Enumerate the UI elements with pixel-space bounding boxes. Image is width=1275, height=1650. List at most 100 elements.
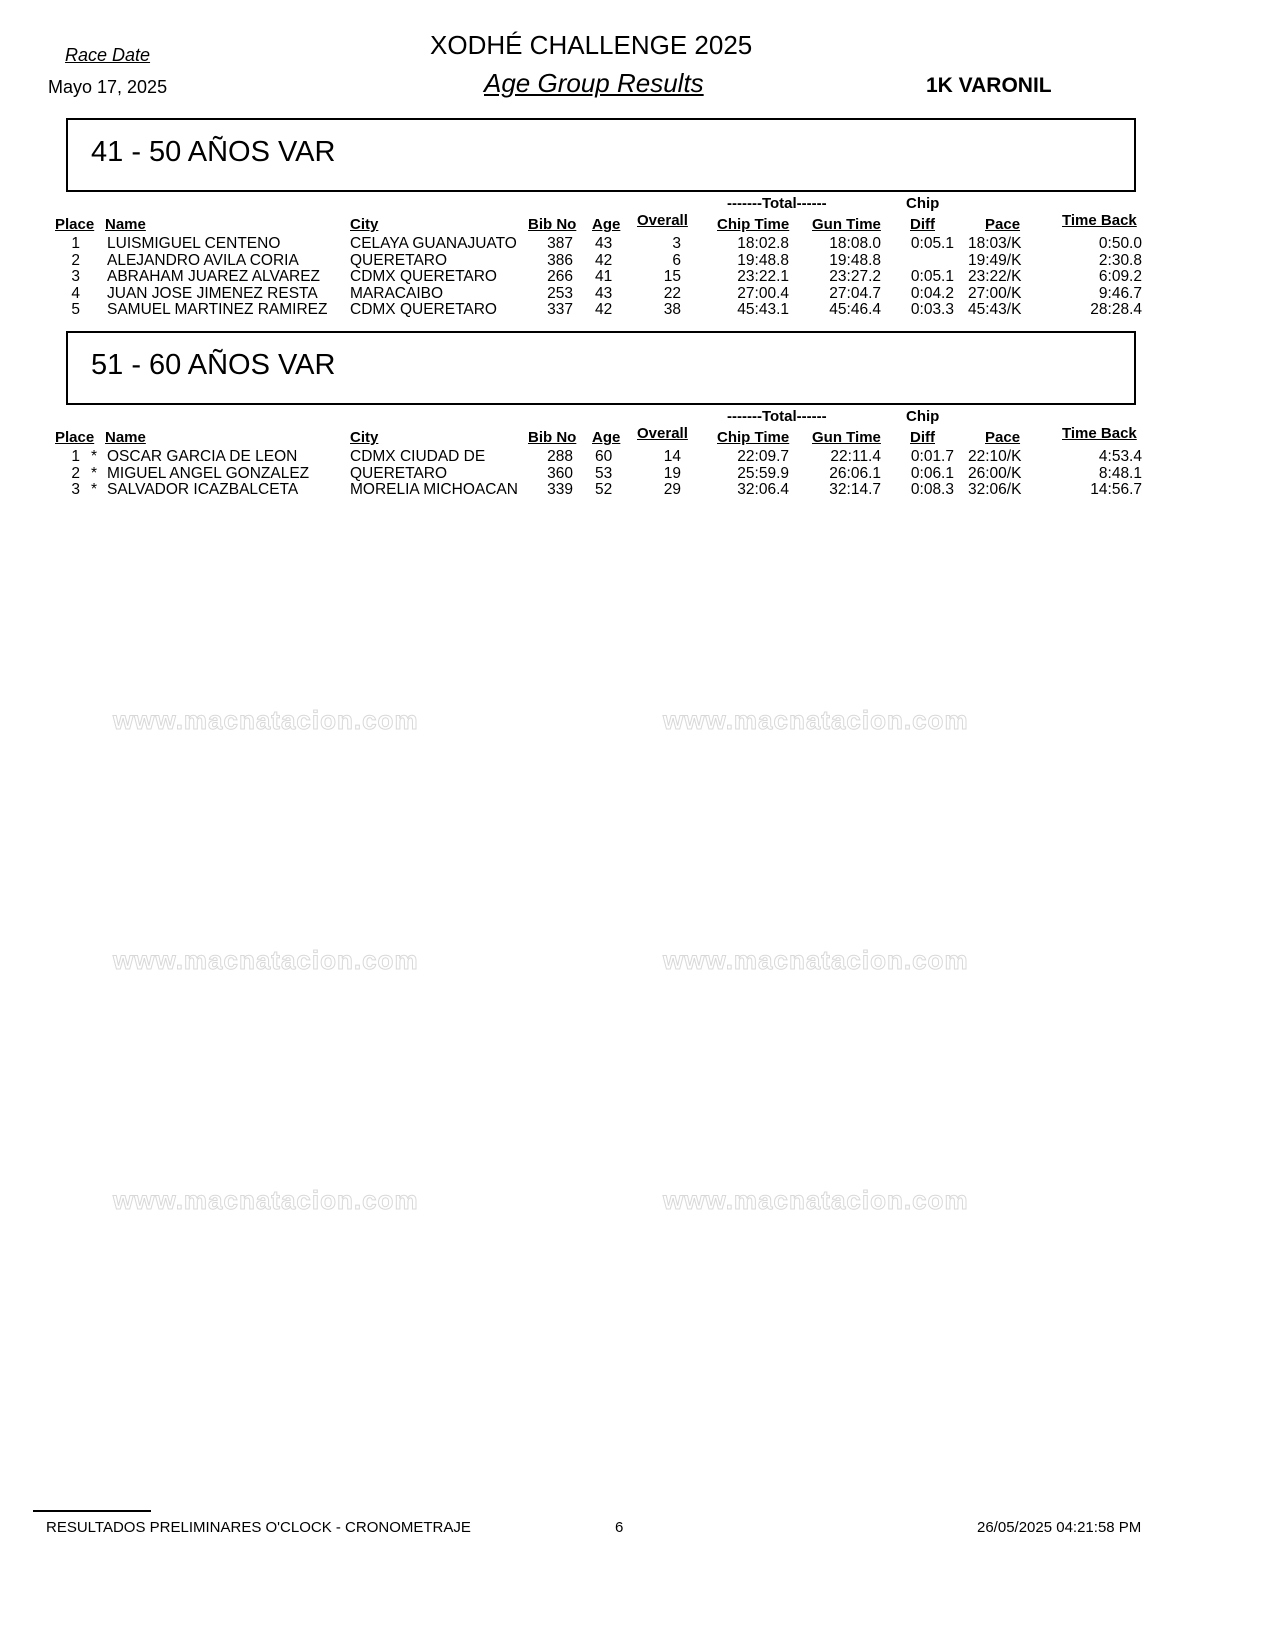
cell-chip-time: 22:09.7 — [737, 448, 789, 465]
column-header-bib: Bib No — [528, 216, 577, 233]
cell-chip-time: 19:48.8 — [737, 251, 789, 269]
column-header-place: Place — [55, 429, 95, 446]
cell-city: CELAYA GUANAJUATO — [350, 235, 517, 252]
cell-time-back: 9:46.7 — [1098, 284, 1142, 302]
cell-place: 4 — [71, 284, 80, 302]
cell-chip-time: 27:00.4 — [737, 284, 789, 302]
watermark: www.macnatacion.com — [113, 1185, 419, 1216]
cell-city: MORELIA MICHOACAN — [350, 481, 518, 498]
column-header-city: City — [350, 216, 379, 233]
cell-city: QUERETARO — [350, 251, 448, 269]
cell-overall: 14 — [663, 448, 681, 465]
cell-place: 2 — [71, 464, 80, 482]
cell-chip-time: 23:22.1 — [737, 268, 789, 285]
cell-mark: * — [91, 464, 98, 482]
cell-age: 42 — [595, 301, 613, 318]
column-header-age: Age — [592, 216, 621, 233]
watermark: www.macnatacion.com — [663, 705, 969, 736]
footer-left: RESULTADOS PRELIMINARES O'CLOCK - CRONOM… — [46, 1519, 471, 1536]
cell-diff: 0:01.7 — [910, 448, 954, 465]
cell-bib: 253 — [547, 284, 573, 302]
cell-overall: 6 — [672, 251, 681, 269]
page-title: XODHÉ CHALLENGE 2025 — [430, 30, 753, 60]
cell-city: QUERETARO — [350, 464, 448, 482]
column-header-age: Age — [592, 429, 621, 446]
footer-rule — [33, 1510, 151, 1512]
cell-name: JUAN JOSE JIMENEZ RESTA — [107, 284, 318, 302]
cell-place: 3 — [71, 268, 80, 285]
column-header-time-back: Time Back — [1062, 425, 1137, 442]
cell-bib: 386 — [547, 251, 573, 269]
cell-time-back: 0:50.0 — [1098, 235, 1142, 252]
age-group-title: 51 - 60 AÑOS VAR — [91, 349, 336, 381]
cell-diff: 0:03.3 — [910, 301, 954, 318]
cell-pace: 32:06/K — [968, 481, 1022, 498]
category-label: 1K VARONIL — [926, 74, 1052, 97]
cell-chip-time: 32:06.4 — [737, 481, 789, 498]
cell-gun-time: 23:27.2 — [829, 268, 881, 285]
cell-overall: 22 — [663, 284, 681, 302]
cell-place: 1 — [71, 235, 80, 252]
cell-overall: 29 — [663, 481, 681, 498]
cell-age: 42 — [595, 251, 613, 269]
cell-pace: 19:49/K — [968, 251, 1022, 269]
cell-diff: 0:05.1 — [910, 268, 954, 285]
cell-chip-time: 25:59.9 — [737, 464, 789, 482]
cell-pace: 18:03/K — [968, 235, 1022, 252]
watermark: www.macnatacion.com — [663, 1185, 969, 1216]
total-group-header: -------Total------ — [727, 408, 827, 425]
cell-city: CDMX CIUDAD DE — [350, 448, 486, 465]
column-header-gun-time: Gun Time — [812, 429, 881, 446]
column-header-pace: Pace — [985, 429, 1021, 446]
cell-gun-time: 32:14.7 — [829, 481, 881, 498]
cell-bib: 360 — [547, 464, 573, 482]
cell-overall: 3 — [672, 235, 681, 252]
column-header-diff: Diff — [910, 429, 935, 446]
column-header-gun-time: Gun Time — [812, 216, 881, 233]
cell-pace: 26:00/K — [968, 464, 1022, 482]
watermark: www.macnatacion.com — [663, 945, 969, 976]
cell-overall: 38 — [663, 301, 681, 318]
cell-gun-time: 27:04.7 — [829, 284, 881, 302]
cell-time-back: 8:48.1 — [1098, 464, 1142, 482]
cell-bib: 288 — [547, 448, 573, 465]
cell-diff: 0:06.1 — [910, 464, 954, 482]
column-header-chip-time: Chip Time — [717, 429, 790, 446]
column-header-name: Name — [105, 216, 146, 233]
cell-name: MIGUEL ANGEL GONZALEZ — [107, 464, 310, 482]
cell-gun-time: 22:11.4 — [830, 448, 881, 465]
cell-bib: 266 — [547, 268, 573, 285]
cell-chip-time: 18:02.8 — [737, 235, 789, 252]
watermark: www.macnatacion.com — [113, 945, 419, 976]
cell-city: CDMX QUERETARO — [350, 301, 497, 318]
cell-pace: 27:00/K — [968, 284, 1022, 302]
column-header-name: Name — [105, 429, 146, 446]
cell-gun-time: 18:08.0 — [829, 235, 881, 252]
cell-diff: 0:08.3 — [910, 481, 954, 498]
cell-overall: 19 — [663, 464, 681, 482]
cell-age: 52 — [595, 481, 613, 498]
cell-name: ABRAHAM JUAREZ ALVAREZ — [107, 268, 321, 285]
cell-gun-time: 26:06.1 — [829, 464, 881, 482]
age-group-title: 41 - 50 AÑOS VAR — [91, 136, 336, 168]
cell-mark: * — [91, 481, 98, 498]
cell-chip-time: 45:43.1 — [737, 301, 789, 318]
cell-name: OSCAR GARCIA DE LEON — [107, 448, 298, 465]
watermark: www.macnatacion.com — [113, 705, 419, 736]
column-header-diff: Diff — [910, 216, 935, 233]
cell-city: MARACAIBO — [350, 284, 444, 302]
chip-group-header: Chip — [906, 195, 940, 212]
cell-time-back: 28:28.4 — [1090, 301, 1142, 318]
column-header-time-back: Time Back — [1062, 212, 1137, 229]
column-header-place: Place — [55, 216, 95, 233]
column-header-overall: Overall — [637, 425, 688, 442]
cell-time-back: 6:09.2 — [1098, 268, 1142, 285]
column-header-city: City — [350, 429, 379, 446]
cell-age: 43 — [595, 284, 613, 302]
cell-diff: 0:05.1 — [910, 235, 954, 252]
cell-pace: 45:43/K — [968, 301, 1022, 318]
cell-age: 60 — [595, 448, 613, 465]
cell-name: LUISMIGUEL CENTENO — [107, 235, 281, 252]
column-header-overall: Overall — [637, 212, 688, 229]
cell-pace: 22:10/K — [968, 448, 1022, 465]
